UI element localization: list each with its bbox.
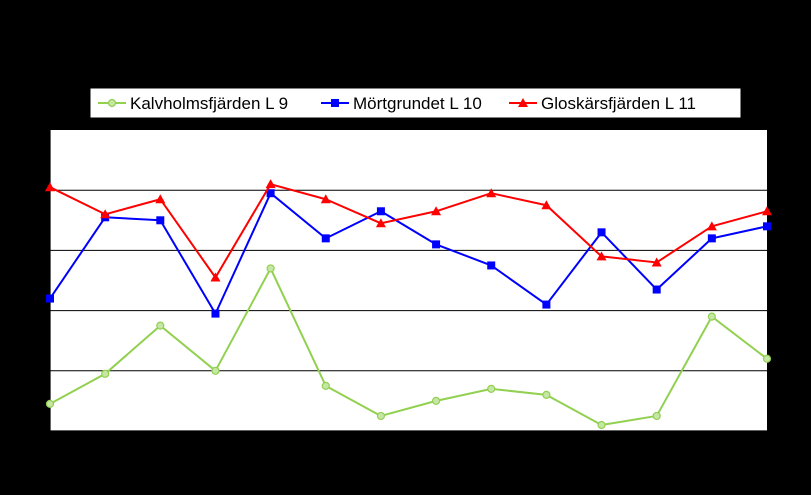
- data-point-mortgrundet: [376, 207, 385, 216]
- legend-label-kalvholmsfjarden: Kalvholmsfjärden L 9: [130, 94, 288, 113]
- legend-label-gloskarsfjarden: Gloskärsfjärden L 11: [541, 94, 696, 113]
- data-point-mortgrundet: [432, 240, 441, 249]
- data-point-gloskarsfjarden: [210, 272, 221, 282]
- data-point-mortgrundet: [321, 234, 330, 243]
- data-point-kalvholmsfjarden: [707, 312, 716, 321]
- data-point-gloskarsfjarden: [762, 206, 772, 216]
- data-point-kalvholmsfjarden: [321, 381, 330, 390]
- data-point-kalvholmsfjarden: [431, 396, 441, 405]
- data-point-mortgrundet: [266, 189, 275, 198]
- data-point-mortgrundet: [211, 309, 220, 318]
- data-point-gloskarsfjarden: [541, 200, 552, 210]
- data-point-kalvholmsfjarden: [762, 354, 772, 363]
- series-gloskarsfjarden: [45, 179, 772, 282]
- series-kalvholmsfjarden: [45, 264, 772, 430]
- data-point-gloskarsfjarden: [155, 194, 166, 204]
- data-point-mortgrundet: [487, 261, 496, 270]
- data-point-gloskarsfjarden: [265, 179, 276, 189]
- data-point-kalvholmsfjarden: [542, 390, 551, 399]
- legend-box: [89, 87, 742, 119]
- data-point-gloskarsfjarden: [45, 182, 55, 192]
- data-point-gloskarsfjarden: [431, 206, 442, 216]
- data-point-mortgrundet: [652, 285, 661, 294]
- data-point-kalvholmsfjarden: [487, 384, 496, 393]
- data-point-gloskarsfjarden: [100, 209, 111, 219]
- data-point-gloskarsfjarden: [320, 194, 331, 204]
- legend-marker-gloskarsfjarden: [518, 98, 528, 107]
- data-point-gloskarsfjarden: [486, 188, 497, 198]
- series-line-gloskarsfjarden: [49, 183, 768, 279]
- data-point-kalvholmsfjarden: [597, 420, 606, 430]
- data-point-kalvholmsfjarden: [45, 399, 55, 409]
- legend-marker-mortgrundet: [331, 99, 339, 107]
- plot-area: [45, 129, 772, 436]
- data-point-kalvholmsfjarden: [156, 321, 165, 330]
- series-line-mortgrundet: [49, 192, 768, 315]
- plot-background: [50, 130, 767, 431]
- data-point-gloskarsfjarden: [706, 221, 717, 231]
- data-point-kalvholmsfjarden: [211, 366, 220, 375]
- series-line-kalvholmsfjarden: [49, 267, 768, 426]
- data-point-mortgrundet: [763, 222, 771, 231]
- data-point-gloskarsfjarden: [651, 257, 662, 267]
- data-point-kalvholmsfjarden: [266, 264, 275, 273]
- data-point-mortgrundet: [542, 300, 551, 309]
- data-point-mortgrundet: [156, 216, 165, 225]
- data-point-mortgrundet: [597, 228, 606, 237]
- data-point-mortgrundet: [46, 294, 54, 303]
- legend-label-mortgrundet: Mörtgrundet L 10: [353, 94, 482, 113]
- legend: Kalvholmsfjärden L 9 Mörtgrundet L 10 Glos…: [89, 87, 742, 119]
- legend-marker-kalvholmsfjarden: [107, 98, 117, 108]
- data-point-kalvholmsfjarden: [101, 369, 110, 378]
- data-point-kalvholmsfjarden: [652, 411, 661, 421]
- data-point-gloskarsfjarden: [596, 251, 607, 261]
- data-point-mortgrundet: [707, 234, 716, 243]
- data-point-kalvholmsfjarden: [376, 411, 386, 421]
- data-point-gloskarsfjarden: [375, 218, 386, 228]
